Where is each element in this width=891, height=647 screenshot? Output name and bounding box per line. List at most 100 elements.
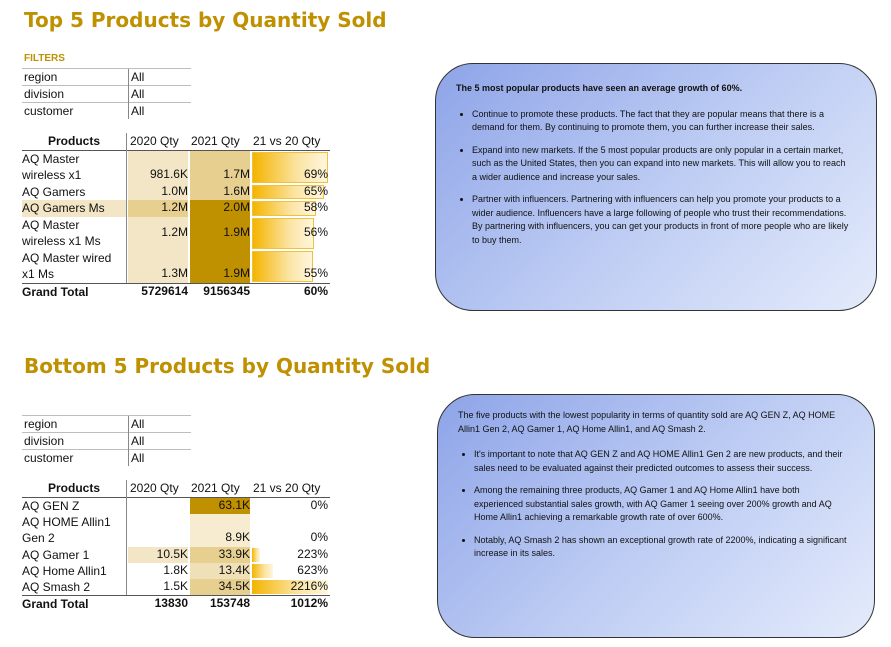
grand-total-label: Grand Total: [22, 285, 89, 299]
header-2020-qty[interactable]: 2020 Qty: [130, 134, 179, 148]
cell-fill: [190, 514, 250, 547]
product-name: AQ Smash 2: [22, 580, 91, 594]
filter-value[interactable]: All: [128, 85, 191, 103]
growth-value: 623%: [297, 563, 328, 577]
qty-2020: 10.5K: [156, 547, 188, 561]
filter-value[interactable]: All: [128, 68, 191, 86]
table-row[interactable]: AQ Gamers 1.0M 1.6M 65%: [22, 184, 330, 200]
filter-key: region: [22, 415, 129, 433]
table-row[interactable]: AQ Master wireless x1 981.6K 1.7M 69%: [22, 151, 330, 184]
growth-bar: [252, 201, 316, 216]
qty-2021: 13.4K: [218, 563, 250, 577]
callout-bullet: Partner with influencers. Partnering wit…: [472, 193, 850, 247]
callout-bullet: Expand into new markets. If the 5 most p…: [472, 144, 850, 185]
filter-region[interactable]: region All: [22, 68, 191, 86]
cell-fill: [128, 250, 188, 283]
filter-value[interactable]: All: [128, 415, 191, 433]
top-title: Top 5 Products by Quantity Sold: [24, 8, 387, 32]
total-2021: 153748: [209, 596, 250, 610]
growth-value: 69%: [303, 167, 328, 181]
cell-fill: [128, 217, 188, 250]
product-name-cont: wireless x1: [22, 168, 82, 182]
callout-bullet: It's important to note that AQ GEN Z and…: [474, 448, 848, 475]
cell-fill: [190, 184, 250, 200]
filter-region[interactable]: region All: [22, 415, 191, 433]
growth-bar: [252, 218, 314, 249]
filter-key: division: [22, 432, 129, 450]
filter-key: region: [22, 68, 129, 86]
filter-value[interactable]: All: [128, 432, 191, 450]
column-divider: [126, 480, 127, 595]
product-name: AQ GEN Z: [22, 499, 80, 513]
qty-2020: 1.2M: [161, 200, 188, 214]
cell-fill: [190, 217, 250, 250]
callout-bullet: Among the remaining three products, AQ G…: [474, 484, 848, 525]
total-2020: 13830: [154, 596, 188, 610]
callout-lead: The five products with the lowest popula…: [458, 410, 836, 434]
filter-customer[interactable]: customer All: [22, 102, 191, 119]
filter-value[interactable]: All: [128, 102, 191, 119]
cell-fill: [190, 151, 250, 184]
growth-value: 58%: [303, 200, 328, 214]
header-2021-qty[interactable]: 2021 Qty: [191, 481, 240, 495]
growth-bar: [252, 251, 313, 282]
grand-total-row: Grand Total 5729614 9156345 60%: [22, 284, 330, 300]
table-row[interactable]: AQ Smash 2 1.5K 34.5K 2216%: [22, 579, 330, 595]
grand-total-row: Grand Total 13830 153748 1012%: [22, 596, 330, 612]
header-divider: [22, 150, 330, 151]
product-name: AQ Gamer 1: [22, 548, 90, 562]
qty-2020: 1.2M: [161, 225, 188, 239]
header-growth[interactable]: 21 vs 20 Qty: [253, 481, 321, 495]
header-products[interactable]: Products: [48, 134, 101, 148]
total-2021: 9156345: [203, 284, 250, 298]
pivot-header: Products 2020 Qty 2021 Qty 21 vs 20 Qty: [22, 133, 330, 149]
qty-2021: 1.9M: [223, 266, 250, 280]
filter-key: customer: [22, 449, 129, 466]
callout-bullet: Continue to promote these products. The …: [472, 108, 850, 135]
filter-division[interactable]: division All: [22, 85, 191, 103]
table-row[interactable]: AQ HOME Allin1 Gen 2 8.9K 0%: [22, 514, 330, 547]
header-growth[interactable]: 21 vs 20 Qty: [253, 134, 321, 148]
growth-bar: [252, 152, 328, 183]
header-2020-qty[interactable]: 2020 Qty: [130, 481, 179, 495]
header-2021-qty[interactable]: 2021 Qty: [191, 134, 240, 148]
top-insights-callout: The 5 most popular products have seen an…: [435, 63, 877, 311]
growth-value: 0%: [310, 530, 328, 544]
table-row[interactable]: AQ Master wireless x1 Ms 1.2M 1.9M 56%: [22, 217, 330, 250]
callout-list: It's important to note that AQ GEN Z and…: [458, 448, 848, 561]
product-name: AQ Master: [22, 152, 80, 166]
top-filters: region All division All customer All: [22, 68, 191, 119]
qty-2021: 8.9K: [225, 530, 250, 544]
cell-fill: [190, 579, 250, 595]
cell-fill: [190, 200, 250, 217]
cell-fill: [190, 563, 250, 579]
table-row[interactable]: AQ Gamers Ms 1.2M 2.0M 58%: [22, 200, 330, 217]
growth-bar: [252, 564, 273, 578]
qty-2021: 34.5K: [218, 579, 250, 593]
qty-2020: 1.5K: [163, 579, 188, 593]
filter-division[interactable]: division All: [22, 432, 191, 450]
bottom-filters: region All division All customer All: [22, 415, 191, 466]
total-divider: [22, 283, 330, 284]
bottom-title: Bottom 5 Products by Quantity Sold: [24, 354, 431, 378]
filters-label: FILTERS: [24, 53, 65, 64]
cell-fill: [128, 184, 188, 200]
table-row[interactable]: AQ Master wired x1 Ms 1.3M 1.9M 55%: [22, 250, 330, 283]
filter-customer[interactable]: customer All: [22, 449, 191, 466]
header-products[interactable]: Products: [48, 481, 101, 495]
product-name: AQ Gamers Ms: [22, 201, 105, 215]
filter-key: customer: [22, 102, 129, 119]
qty-2020: 1.3M: [161, 266, 188, 280]
callout-bullet: Notably, AQ Smash 2 has shown an excepti…: [474, 534, 848, 561]
growth-bar: [252, 548, 260, 562]
header-divider: [22, 497, 330, 498]
product-name: AQ Master: [22, 218, 80, 232]
growth-value: 55%: [303, 266, 328, 280]
table-row[interactable]: AQ Home Allin1 1.8K 13.4K 623%: [22, 563, 330, 579]
filter-value[interactable]: All: [128, 449, 191, 466]
table-row[interactable]: AQ GEN Z 63.1K 0%: [22, 498, 330, 514]
qty-2021: 33.9K: [218, 547, 250, 561]
table-row[interactable]: AQ Gamer 1 10.5K 33.9K 223%: [22, 547, 330, 563]
total-growth: 1012%: [290, 596, 328, 610]
cell-fill: [190, 547, 250, 563]
